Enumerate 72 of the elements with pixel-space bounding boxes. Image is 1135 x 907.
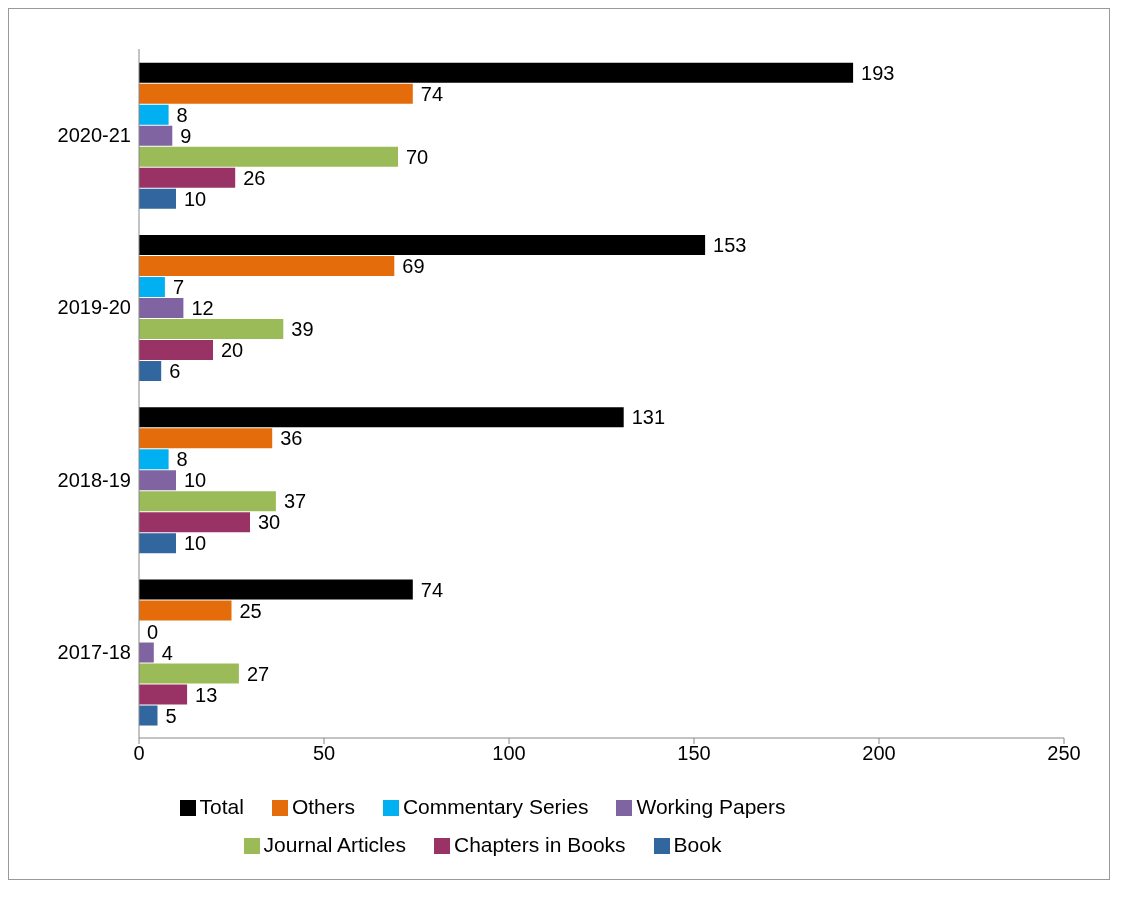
bar: [139, 167, 236, 188]
bar: [139, 83, 413, 104]
data-label: 7: [172, 276, 185, 299]
bar: [139, 600, 232, 621]
data-label: 10: [184, 469, 207, 492]
data-label: 0: [147, 620, 159, 643]
bar: [139, 533, 176, 554]
data-label: 36: [280, 427, 303, 450]
data-label: 12: [191, 297, 214, 320]
x-tick-label: 150: [677, 742, 711, 765]
bar: [139, 684, 188, 705]
data-label: 10: [184, 532, 207, 555]
data-label: 10: [184, 187, 207, 210]
y-tick-label: 2020-21: [57, 124, 131, 147]
bar: [139, 491, 276, 512]
x-tick-label: 0: [133, 742, 145, 765]
bar: [139, 256, 395, 277]
bar: [139, 188, 176, 209]
bar: [139, 319, 284, 340]
bar: [139, 663, 239, 684]
bar: [139, 235, 706, 256]
y-tick-label: 2019-20: [57, 296, 131, 319]
legend-label: Others: [291, 795, 355, 818]
legend-label: Book: [673, 833, 722, 856]
data-label: 26: [243, 166, 266, 189]
x-tick-label: 50: [312, 742, 336, 765]
data-label: 9: [180, 124, 192, 147]
bar: [139, 512, 250, 533]
data-label: 69: [402, 255, 425, 278]
bar: [139, 277, 165, 298]
data-label: 37: [283, 490, 307, 513]
legend-label: Commentary Series: [402, 795, 589, 818]
bar: [139, 470, 176, 491]
data-label: 25: [239, 599, 262, 622]
data-label: 8: [176, 103, 188, 126]
data-label: 20: [221, 339, 244, 362]
y-tick-label: 2018-19: [57, 468, 131, 491]
legend-label: Total: [199, 795, 244, 818]
bar: [139, 340, 213, 361]
x-tick-label: 250: [1047, 742, 1081, 765]
bar: [139, 705, 158, 726]
bar: [139, 449, 169, 470]
data-label: 6: [169, 360, 181, 383]
x-tick-label: 100: [492, 742, 526, 765]
data-label: 13: [195, 683, 218, 706]
data-label: 70: [406, 145, 429, 168]
bar: [139, 298, 184, 319]
data-label: 30: [258, 511, 281, 534]
bar: [139, 642, 154, 663]
data-label: 4: [161, 641, 173, 664]
bar: [139, 125, 173, 146]
legend-label: Working Papers: [636, 795, 786, 818]
data-label: 5: [165, 704, 177, 727]
bar: [139, 579, 413, 600]
data-label: 39: [291, 318, 314, 341]
bar: [139, 146, 398, 167]
data-label: 27: [246, 662, 270, 685]
bar: [139, 104, 169, 125]
data-label: 8: [176, 448, 188, 471]
data-label: 193: [861, 61, 895, 84]
data-label: 74: [420, 578, 444, 601]
bar: [139, 62, 854, 83]
y-tick-label: 2017-18: [57, 640, 131, 663]
data-label: 131: [631, 406, 666, 429]
legend-label: Chapters in Books: [453, 833, 626, 856]
data-label: 74: [420, 82, 444, 105]
legend-label: Journal Articles: [263, 833, 406, 856]
bar: [139, 407, 624, 428]
bar: [139, 428, 273, 449]
data-label: 153: [713, 234, 747, 257]
bar: [139, 361, 162, 382]
x-tick-label: 200: [862, 742, 896, 765]
